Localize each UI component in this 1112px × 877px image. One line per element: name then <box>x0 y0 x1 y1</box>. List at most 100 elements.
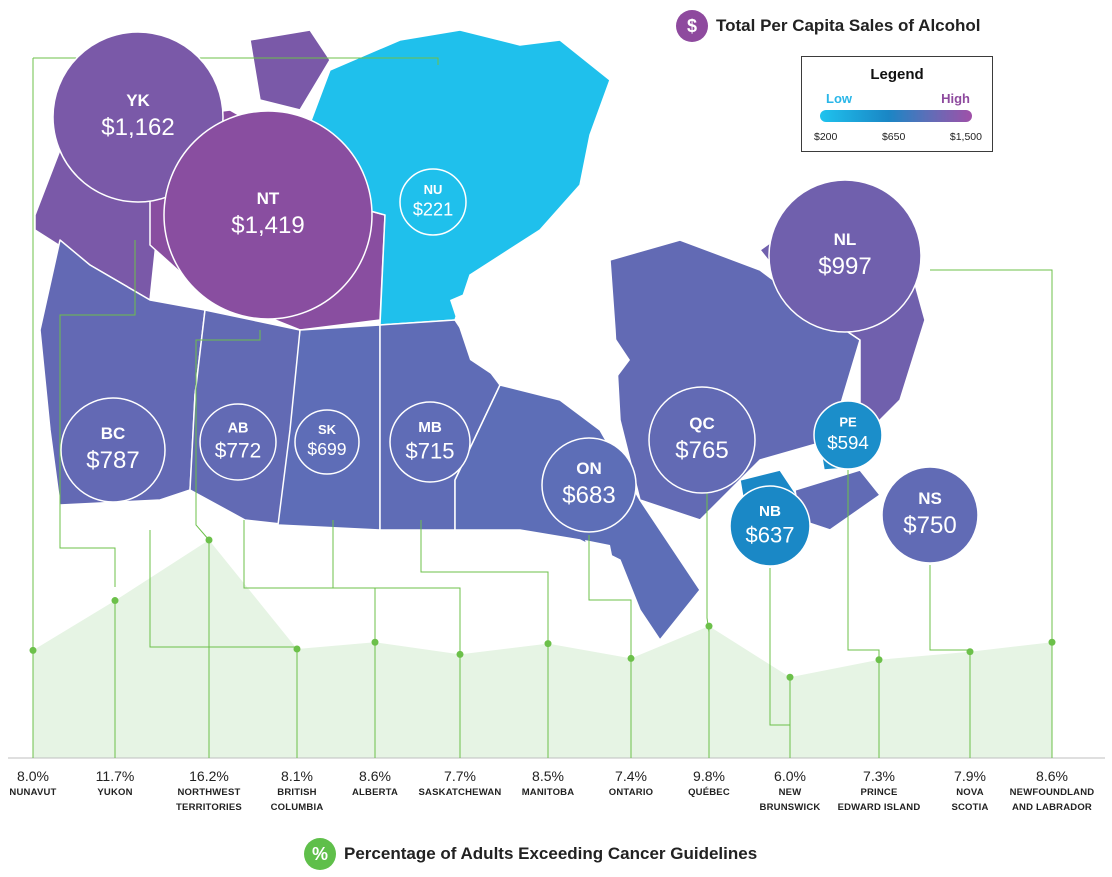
legend-low: Low <box>826 91 852 106</box>
legend-title: Legend <box>870 66 924 83</box>
data-point <box>705 622 713 630</box>
pct-value: 7.9% <box>954 768 986 784</box>
province-name: NORTHWEST <box>177 787 241 798</box>
province-name: BRUNSWICK <box>759 802 821 813</box>
bubble-value: $772 <box>215 440 261 463</box>
bubble-code: NB <box>759 503 781 520</box>
area-fill <box>33 540 1052 758</box>
leader-line-on <box>420 520 549 665</box>
pct-label: 7.3% PRINCE EDWARD ISLAND <box>824 768 934 814</box>
province-name: NUNAVUT <box>9 787 57 798</box>
dollar-icon: $ <box>676 10 708 42</box>
province-name: COLUMBIA <box>270 802 324 813</box>
bubble-code: MB <box>418 419 442 436</box>
pct-value: 8.6% <box>1036 768 1068 784</box>
leader-line-pe <box>769 568 790 726</box>
pct-label: 8.5% MANITOBA <box>493 768 603 799</box>
pct-value: 16.2% <box>189 768 229 784</box>
bubble-nl <box>768 179 922 333</box>
bubble-code: QC <box>689 414 715 433</box>
leader-line-ns <box>847 470 880 707</box>
province-name: YUKON <box>97 787 133 798</box>
leader-line-sk <box>243 520 376 655</box>
bubble-code: NS <box>918 489 942 508</box>
bubble-sk <box>294 409 360 475</box>
bubble-value: $787 <box>86 447 139 474</box>
pct-label: 11.7% YUKON <box>60 768 170 799</box>
bubble-nb <box>729 485 811 567</box>
province-name: QUÉBEC <box>688 787 730 798</box>
province-name: NEW <box>778 787 802 798</box>
bubble-pe <box>813 400 883 470</box>
pct-value: 11.7% <box>95 768 135 784</box>
legend-tick: $1,500 <box>949 131 982 143</box>
province-name: NEWFOUNDLAND <box>1009 787 1095 798</box>
top-title-text: Total Per Capita Sales of Alcohol <box>716 16 981 35</box>
leader-lines <box>32 57 1053 726</box>
pct-label: 8.0% NUNAVUT <box>0 768 88 799</box>
province-name: MANITOBA <box>521 787 575 798</box>
great-lake <box>585 540 615 575</box>
leader-line-qc <box>588 535 632 700</box>
data-point <box>111 597 119 605</box>
bubble-value: $637 <box>746 523 795 548</box>
pct-label: 8.1% BRITISH COLUMBIA <box>242 768 352 814</box>
bubble-mb <box>389 401 471 483</box>
leader-line-nt <box>195 330 261 541</box>
province-name: BRITISH <box>277 787 317 798</box>
bubble-value: $1,419 <box>231 212 304 239</box>
pct-label: 7.7% SASKATCHEWAN <box>405 768 515 799</box>
province-name: NOVA <box>956 787 984 798</box>
bubble-value: $715 <box>406 439 455 464</box>
province-name: SASKATCHEWAN <box>418 787 502 798</box>
legend: Legend Low High $200 $650 $1,500 <box>801 56 993 152</box>
pct-label: 7.4% ONTARIO <box>576 768 686 799</box>
bottom-title: % Percentage of Adults Exceeding Cancer … <box>304 838 757 870</box>
province-name: TERRITORIES <box>176 802 242 813</box>
leader-line-nl <box>930 269 1053 655</box>
bubble-code: AB <box>228 421 249 437</box>
bubble-code: NU <box>424 182 443 197</box>
bubble-value: $594 <box>827 432 869 453</box>
pct-value: 9.8% <box>693 768 725 784</box>
bubble-code: SK <box>318 422 337 437</box>
legend-high: High <box>941 91 970 106</box>
bubble-code: BC <box>101 424 126 443</box>
leader-line-nb <box>706 492 710 633</box>
bubble-nu <box>399 168 467 236</box>
pct-value: 8.5% <box>532 768 564 784</box>
bubble-on <box>541 437 637 533</box>
leader-line-ab <box>149 530 298 668</box>
bubble-value: $699 <box>307 439 346 459</box>
pct-value: 7.7% <box>444 768 476 784</box>
pct-value: 8.6% <box>359 768 391 784</box>
bubble-code: PE <box>839 415 857 430</box>
pct-value: 6.0% <box>774 768 806 784</box>
bubble-code: NT <box>257 189 280 208</box>
province-name: AND LABRADOR <box>1012 802 1092 813</box>
bubble-code: YK <box>126 91 150 110</box>
province-name: EDWARD ISLAND <box>837 802 921 813</box>
hudson-bay <box>450 270 630 400</box>
province-name: PRINCE <box>860 787 898 798</box>
bubble-code: ON <box>576 459 602 478</box>
pct-label: 8.6% ALBERTA <box>320 768 430 799</box>
pct-label: 9.8% QUÉBEC <box>654 768 764 799</box>
bottom-title-text: Percentage of Adults Exceeding Cancer Gu… <box>344 844 758 863</box>
pct-label: 6.0% NEW BRUNSWICK <box>735 768 845 814</box>
pct-label: 7.9% NOVA SCOTIA <box>915 768 1025 814</box>
province-bubbles: YK $1,162 NT $1,419 NU $221 NL $997 BC $787 AB $772… <box>52 31 979 567</box>
province-name: SCOTIA <box>951 802 989 813</box>
pct-value: 7.4% <box>615 768 647 784</box>
region-isl <box>249 29 331 111</box>
leader-line-ns2 <box>929 565 971 670</box>
bubble-value: $997 <box>818 253 871 280</box>
bubble-value: $765 <box>675 437 728 464</box>
data-point <box>786 673 794 681</box>
legend-tick: $650 <box>881 131 906 143</box>
percent-icon: % <box>304 838 336 870</box>
percentage-area-chart <box>8 536 1105 759</box>
bubble-value: $750 <box>903 512 956 539</box>
pct-value: 8.0% <box>17 768 49 784</box>
